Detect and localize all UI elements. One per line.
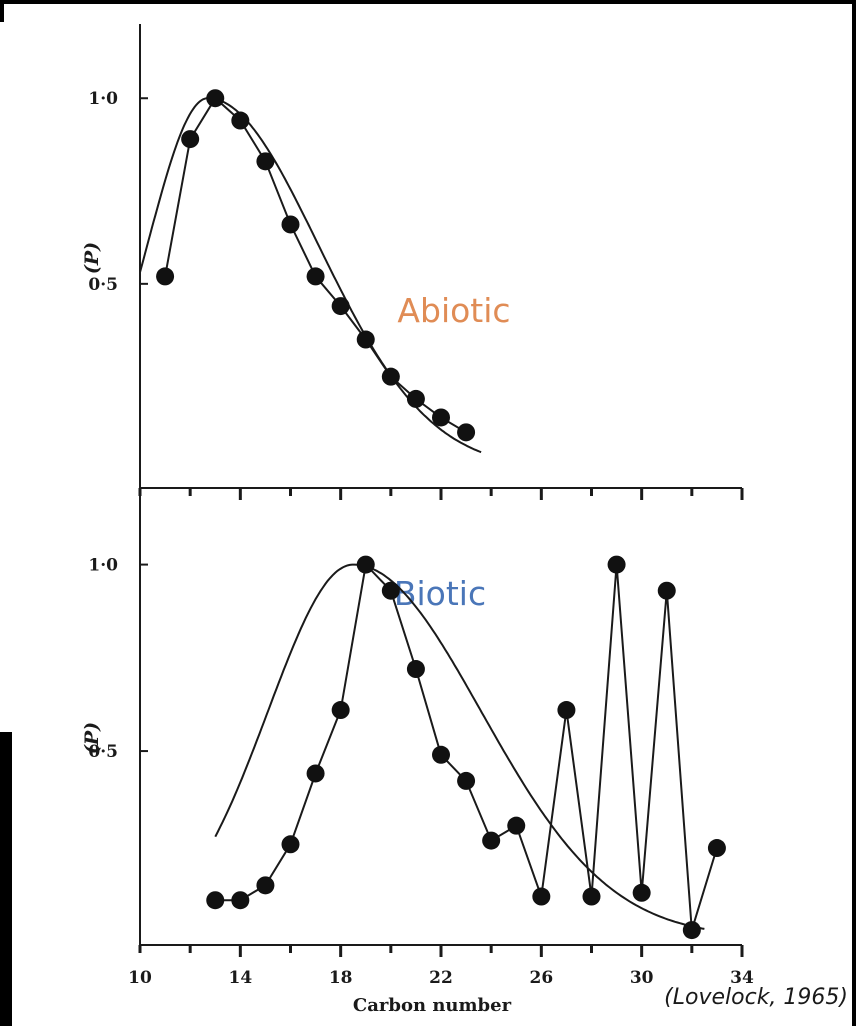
abiotic-annotation: Abiotic xyxy=(397,291,510,330)
x-tick-label: 26 xyxy=(529,968,553,988)
biotic-data-point xyxy=(256,876,275,895)
biotic-data-point xyxy=(507,816,526,835)
biotic-annotation: Biotic xyxy=(394,574,486,613)
abiotic-data-point xyxy=(406,389,425,408)
biotic-data-point xyxy=(632,883,651,902)
biotic-fitted-curve xyxy=(214,563,705,930)
biotic-data-point xyxy=(457,771,476,790)
abiotic-data-point xyxy=(231,111,250,130)
biotic-data-point xyxy=(707,839,726,858)
biotic-y-tick-label: 1·0 xyxy=(88,556,118,576)
biotic-data-point xyxy=(231,891,250,910)
abiotic-data-point xyxy=(381,367,400,386)
abiotic-data-point xyxy=(156,267,175,286)
abiotic-data-point xyxy=(181,130,200,149)
abiotic-data-point xyxy=(331,297,350,316)
biotic-y-axis-label: (P) xyxy=(81,722,103,754)
x-tick-label: 30 xyxy=(630,968,654,988)
abiotic-data-point xyxy=(256,152,275,171)
biotic-data-point xyxy=(381,581,400,600)
biotic-data-point xyxy=(532,887,551,906)
abiotic-fitted-curve xyxy=(139,97,482,454)
biotic-data-point xyxy=(582,887,601,906)
biotic-data-point xyxy=(682,921,701,940)
abiotic-data-point xyxy=(306,267,325,286)
biotic-data-point xyxy=(557,701,576,720)
abiotic-data-point xyxy=(457,423,476,442)
x-tick-label: 18 xyxy=(329,968,353,988)
biotic-data-point xyxy=(206,891,225,910)
abiotic-panel: Abiotic (P) 1·0 0·5 xyxy=(81,89,744,500)
abiotic-data-line xyxy=(164,96,467,434)
biotic-data-point xyxy=(356,555,375,574)
x-tick-label: 10 xyxy=(128,968,152,988)
biotic-panel: Biotic (P) 1·0 0·5 xyxy=(81,555,744,957)
biotic-data-line xyxy=(215,562,718,931)
biotic-data-point xyxy=(432,745,450,764)
x-tick-label: 34 xyxy=(730,968,754,988)
biotic-data-point xyxy=(306,764,325,783)
biotic-data-point xyxy=(482,831,501,850)
biotic-data-point xyxy=(331,701,350,720)
biotic-data-point xyxy=(657,581,676,600)
abiotic-data-point xyxy=(432,408,450,427)
x-tick-label: 14 xyxy=(228,968,252,988)
abiotic-data-point xyxy=(281,215,300,234)
x-tick-label: 22 xyxy=(429,968,453,988)
abiotic-y-axis-label: (P) xyxy=(81,242,103,274)
abiotic-data-point xyxy=(206,89,225,108)
biotic-data-point xyxy=(406,660,425,679)
citation-credit: (Lovelock, 1965) xyxy=(664,985,848,1010)
biotic-data-point xyxy=(607,555,626,574)
biotic-y-tick-label: 0·5 xyxy=(88,742,118,762)
biotic-data-point xyxy=(281,835,300,854)
abiotic-y-tick-label: 1·0 xyxy=(88,89,118,109)
abiotic-y-tick-label: 0·5 xyxy=(88,275,118,295)
abiotic-data-point xyxy=(356,330,375,349)
x-axis-label: Carbon number xyxy=(353,995,512,1016)
